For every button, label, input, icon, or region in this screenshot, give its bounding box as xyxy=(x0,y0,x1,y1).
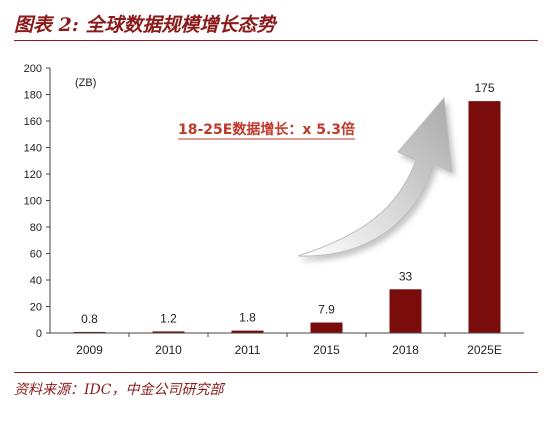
data-label: 7.9 xyxy=(318,303,335,317)
bar-2009 xyxy=(73,331,106,333)
y-tick-label: 200 xyxy=(24,63,42,75)
footer-divider xyxy=(14,372,538,373)
x-tick-label: 2018 xyxy=(392,343,419,357)
bar-2010 xyxy=(152,331,185,333)
bars-group: 0.8 1.2 1.8 7.9 33 175 xyxy=(73,81,501,333)
y-tick-label: 100 xyxy=(24,196,42,208)
y-tick-label: 160 xyxy=(24,116,42,128)
title-divider xyxy=(14,40,538,41)
growth-arrow-icon xyxy=(297,96,453,257)
y-tick-label: 180 xyxy=(24,90,42,102)
bar-2011 xyxy=(231,330,264,333)
y-tick-label: 80 xyxy=(30,222,42,234)
x-tick-label: 2009 xyxy=(76,343,103,357)
source-note: 资料来源：IDC，中金公司研究部 xyxy=(14,382,224,398)
data-label: 33 xyxy=(399,269,413,283)
x-tick-label: 2010 xyxy=(155,343,182,357)
bar-2018 xyxy=(389,289,422,333)
data-label: 1.2 xyxy=(160,311,177,325)
x-axis: 2009 2010 2011 2015 2018 2025E xyxy=(50,332,524,357)
bar-2025E xyxy=(468,101,501,333)
figure-title: 图表 2: 全球数据规模增长态势 xyxy=(14,14,276,36)
unit-label: (ZB) xyxy=(75,77,96,89)
y-tick-label: 20 xyxy=(30,302,42,314)
y-axis: 0 20 40 60 80 100 120 140 160 180 200 xyxy=(24,63,51,340)
y-tick-label: 40 xyxy=(30,275,42,287)
x-tick-label: 2011 xyxy=(235,343,261,357)
growth-annotation: 18-25E数据增长：x 5.3倍 xyxy=(178,121,355,138)
y-tick-label: 60 xyxy=(30,249,42,261)
y-tick-label: 120 xyxy=(24,169,42,181)
bar-chart: 0 20 40 60 80 100 120 140 160 180 200 0.8 1.2 1.8 7.9… xyxy=(24,63,524,357)
x-tick-label: 2025E xyxy=(467,343,502,357)
data-label: 175 xyxy=(474,81,494,95)
y-tick-label: 140 xyxy=(24,143,42,155)
data-label: 0.8 xyxy=(81,312,98,326)
y-tick-label: 0 xyxy=(36,328,42,340)
x-tick-label: 2015 xyxy=(313,343,340,357)
bar-2015 xyxy=(310,322,343,333)
data-label: 1.8 xyxy=(239,311,256,325)
